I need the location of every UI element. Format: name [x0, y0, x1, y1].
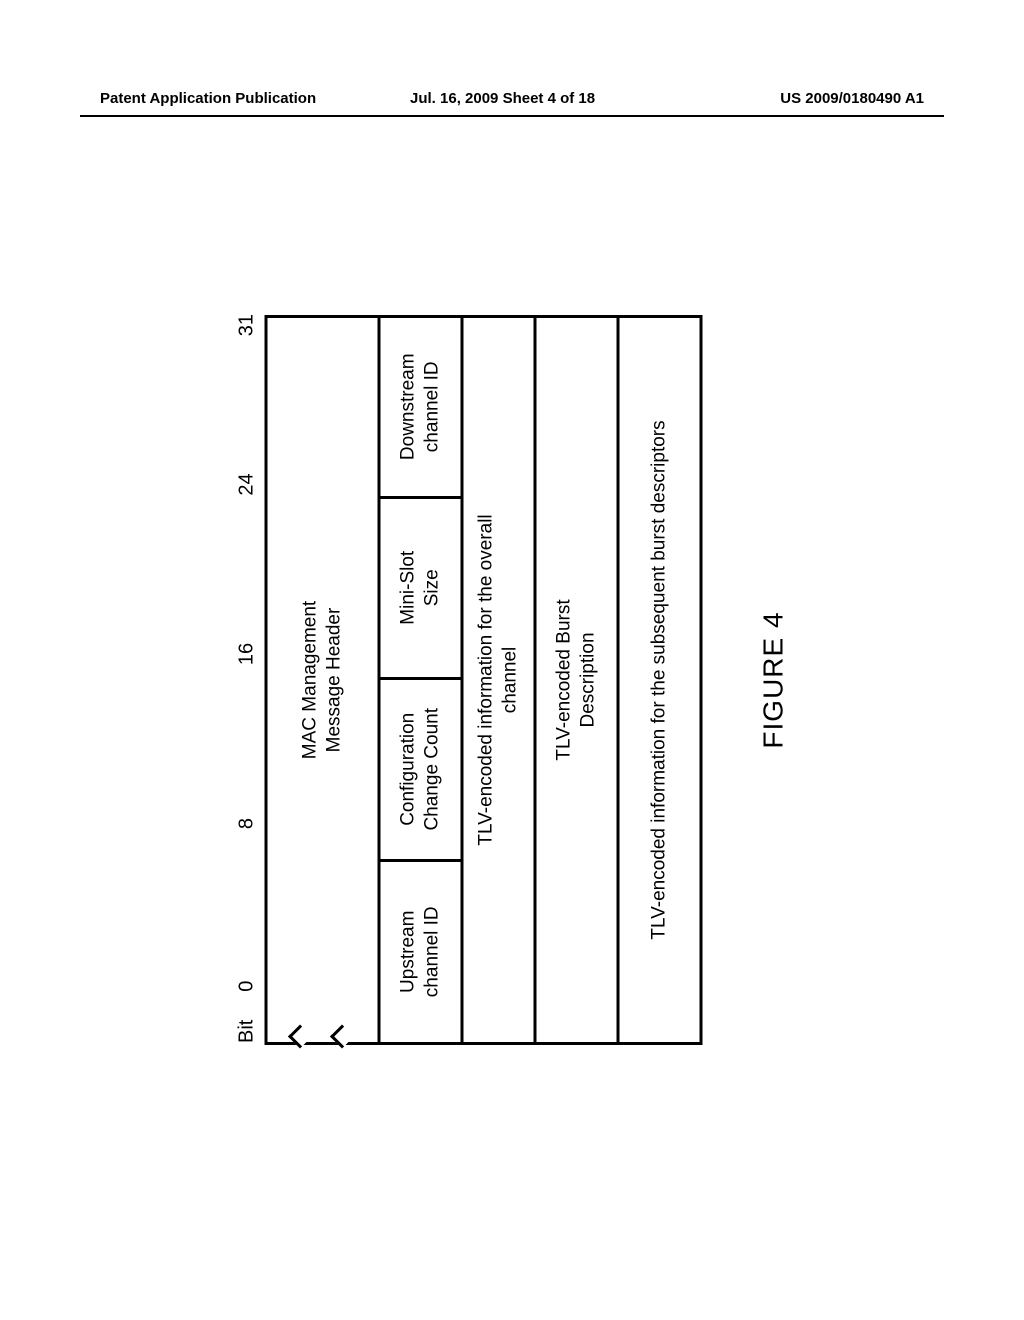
bit-tick-8: 8: [236, 818, 259, 829]
header-center: Jul. 16, 2009 Sheet 4 of 18: [410, 90, 595, 107]
header-left: Patent Application Publication: [100, 90, 316, 107]
cell-downstream: Downstream channel ID: [381, 318, 461, 499]
cell-tlv-subsequent: TLV-encoded information for the subseque…: [620, 318, 700, 1042]
cell-config: Configuration Change Count: [381, 680, 461, 862]
row-tlv-subsequent: TLV-encoded information for the subseque…: [617, 318, 700, 1042]
row-burst-desc: TLV-encoded Burst Description: [534, 318, 617, 1042]
header-rule: [80, 115, 944, 117]
config-text: Configuration Change Count: [397, 708, 445, 831]
cell-burst-desc: TLV-encoded Burst Description: [537, 318, 617, 1042]
header-right: US 2009/0180490 A1: [780, 90, 924, 107]
cell-mac-header: MAC Management Message Header: [268, 318, 378, 1042]
bit-tick-0: 0: [236, 981, 259, 992]
row-tlv-overall: TLV-encoded information for the overall …: [461, 318, 534, 1042]
bit-ticks: 0 8 16 24 31: [235, 315, 259, 993]
bit-tick-16: 16: [236, 643, 259, 665]
downstream-text: Downstream channel ID: [397, 353, 445, 460]
burst-desc-text: TLV-encoded Burst Description: [553, 599, 601, 760]
minislot-text: Mini-Slot Size: [397, 551, 445, 625]
tlv-overall-text: TLV-encoded information for the overall …: [475, 514, 523, 845]
figure-4: Bit 0 8 16 24 31 MAC Management Message …: [235, 315, 790, 1045]
bit-tick-31: 31: [236, 314, 259, 336]
mac-header-text: MAC Management Message Header: [299, 601, 347, 759]
tlv-subsequent-text: TLV-encoded information for the subseque…: [648, 420, 672, 939]
row-mac-header: MAC Management Message Header: [268, 318, 378, 1042]
row-fields: Upstream channel ID Configuration Change…: [378, 318, 461, 1042]
upstream-text: Upstream channel ID: [397, 906, 445, 997]
bit-label: Bit: [236, 993, 259, 1045]
bit-tick-24: 24: [236, 473, 259, 495]
bit-scale: Bit 0 8 16 24 31: [235, 315, 259, 1045]
cell-upstream: Upstream channel ID: [381, 862, 461, 1042]
cell-minislot: Mini-Slot Size: [381, 499, 461, 681]
cell-tlv-overall: TLV-encoded information for the overall …: [464, 318, 534, 1042]
figure-caption: FIGURE 4: [758, 315, 790, 1045]
packet-format-table: MAC Management Message Header Upstream c…: [265, 315, 703, 1045]
